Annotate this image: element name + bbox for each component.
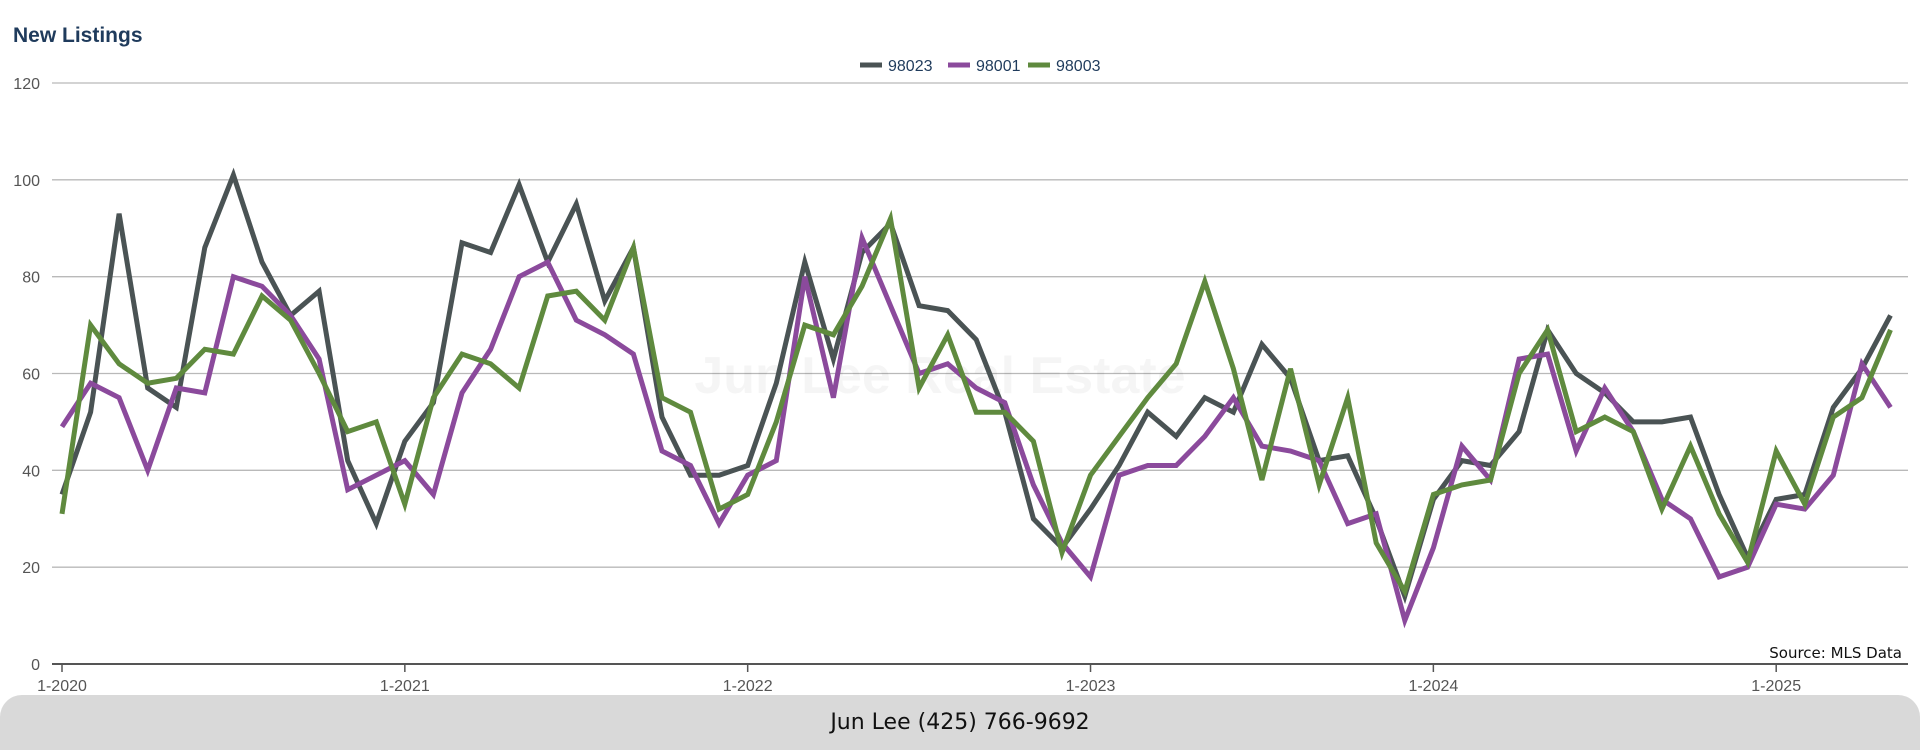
series-line-98003 <box>59 209 1893 598</box>
series-lines <box>59 167 1893 629</box>
legend-item-98001[interactable]: 98001 <box>948 58 1021 75</box>
x-axis: 1-2020 1-2021 1-2022 1-2023 1-2024 1-2025 <box>37 663 1908 695</box>
line-chart: 0 20 40 60 80 100 120 1-2020 1-2021 1-2022 1-2023… <box>13 58 1908 695</box>
legend[interactable]: 98023 98001 98003 <box>860 58 1101 75</box>
legend-item-98003[interactable]: 98003 <box>1028 58 1101 75</box>
chart-title: New Listings <box>13 24 143 47</box>
footer-bar: Jun Lee (425) 766-9692 <box>0 695 1920 750</box>
watermark: Jun Lee Real Estate <box>694 347 1185 405</box>
y-tick-label: 100 <box>13 173 40 190</box>
y-tick-label: 0 <box>31 657 40 674</box>
grid-lines <box>52 82 1908 568</box>
x-tick-label: 1-2025 <box>1751 678 1801 695</box>
source-note: Source: MLS Data <box>1769 644 1902 662</box>
legend-label: 98023 <box>888 58 933 75</box>
series-line-98023 <box>59 167 1893 605</box>
y-tick-label: 40 <box>22 463 40 480</box>
y-tick-label: 120 <box>13 76 40 93</box>
y-tick-label: 60 <box>22 367 40 384</box>
x-tick-label: 1-2020 <box>37 678 87 695</box>
x-tick-label: 1-2024 <box>1408 678 1458 695</box>
y-axis: 0 20 40 60 80 100 120 <box>13 76 40 674</box>
series-line-98001 <box>59 229 1893 629</box>
y-tick-label: 20 <box>22 560 40 577</box>
footer-contact: Jun Lee (425) 766-9692 <box>830 710 1090 735</box>
legend-item-98023[interactable]: 98023 <box>860 58 933 75</box>
x-tick-label: 1-2021 <box>380 678 430 695</box>
legend-label: 98003 <box>1056 58 1101 75</box>
y-tick-label: 80 <box>22 270 40 287</box>
x-tick-label: 1-2022 <box>723 678 773 695</box>
legend-label: 98001 <box>976 58 1021 75</box>
x-tick-label: 1-2023 <box>1066 678 1116 695</box>
